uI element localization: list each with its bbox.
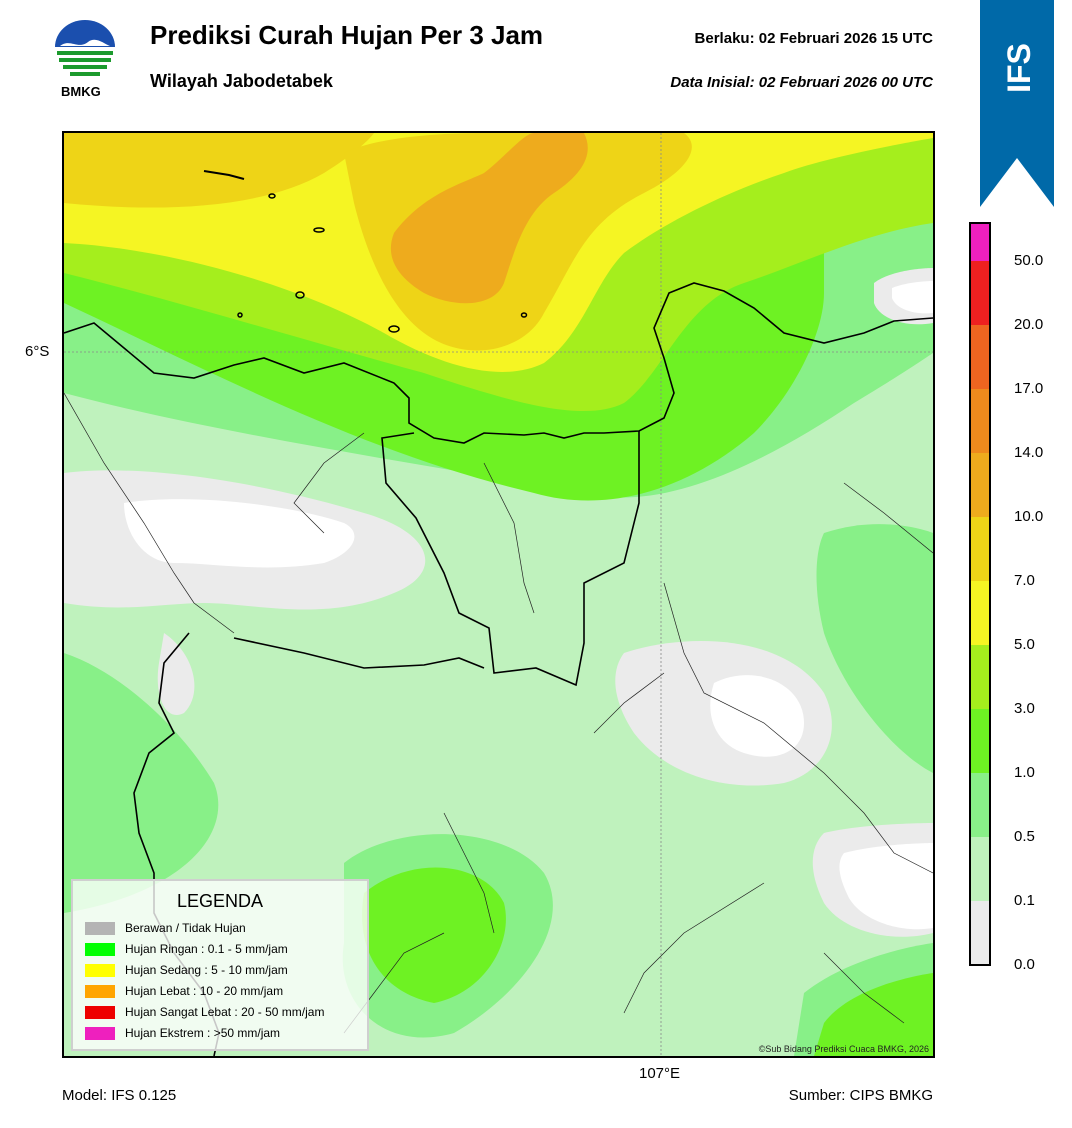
legend-swatch: [85, 1026, 115, 1040]
longitude-label: 107°E: [639, 1065, 681, 1082]
ifs-badge: IFS: [980, 0, 1054, 210]
colorbar-tick-label: 17.0: [1014, 380, 1044, 397]
legend-swatch: [85, 921, 115, 935]
source-label: Sumber: CIPS BMKG: [788, 1087, 933, 1104]
colorbar-tick-label: 0.5: [1014, 828, 1035, 845]
legend-label: Hujan Sedang : 5 - 10 mm/jam: [125, 963, 288, 977]
colorbar-tick-label: 1.0: [1014, 764, 1035, 781]
rainfall-map[interactable]: ©Sub Bidang Prediksi Cuaca BMKG, 2026 LE…: [62, 131, 935, 1058]
colorbar-tick-label: 14.0: [1014, 444, 1044, 461]
latitude-label: 6°S: [25, 343, 50, 360]
colorbar-tick-label: 20.0: [1014, 316, 1044, 333]
valid-time: Berlaku: 02 Februari 2026 15 UTC: [694, 30, 933, 47]
legend-item: Berawan / Tidak Hujan: [85, 919, 246, 937]
model-label: Model: IFS 0.125: [62, 1087, 177, 1104]
legend-title: LEGENDA: [176, 891, 264, 911]
page-subtitle: Wilayah Jabodetabek: [150, 71, 333, 91]
colorbar-tick-label: 10.0: [1014, 508, 1044, 525]
legend-label: Hujan Ringan : 0.1 - 5 mm/jam: [125, 942, 288, 956]
legend-item: Hujan Sedang : 5 - 10 mm/jam: [85, 961, 288, 979]
legend-swatch: [85, 1005, 115, 1019]
legend-swatch: [85, 984, 115, 998]
legend-label: Hujan Lebat : 10 - 20 mm/jam: [125, 984, 284, 998]
colorbar-scale: [969, 222, 995, 966]
legend-item: Hujan Ekstrem : >50 mm/jam: [85, 1024, 280, 1042]
logo-text: BMKG: [61, 84, 101, 99]
map-credit: ©Sub Bidang Prediksi Cuaca BMKG, 2026: [758, 1044, 929, 1054]
page-title: Prediksi Curah Hujan Per 3 Jam: [150, 20, 544, 50]
bmkg-logo-icon: [55, 20, 115, 76]
rainfall-contour-layer: [64, 133, 933, 1056]
legend-item: Hujan Lebat : 10 - 20 mm/jam: [85, 982, 283, 1000]
ifs-badge-label: IFS: [1001, 43, 1037, 93]
colorbar-tick-label: 5.0: [1014, 636, 1035, 653]
legend-label: Hujan Sangat Lebat : 20 - 50 mm/jam: [125, 1005, 325, 1019]
colorbar-tick-label: 50.0: [1014, 252, 1044, 269]
colorbar-tick-label: 0.1: [1014, 892, 1035, 909]
legend-item: Hujan Sangat Lebat : 20 - 50 mm/jam: [85, 1003, 324, 1021]
legend-box: LEGENDA Berawan / Tidak Hujan Hujan Ring…: [71, 879, 369, 1051]
colorbar-tick-label: 0.0: [1014, 956, 1035, 973]
legend-swatch: [85, 942, 115, 956]
initial-time: Data Inisial: 02 Februari 2026 00 UTC: [670, 74, 933, 91]
colorbar-tick-label: 3.0: [1014, 700, 1035, 717]
colorbar-tick-label: 7.0: [1014, 572, 1035, 589]
legend-label: Hujan Ekstrem : >50 mm/jam: [125, 1026, 281, 1040]
legend-item: Hujan Ringan : 0.1 - 5 mm/jam: [85, 940, 288, 958]
legend-swatch: [85, 963, 115, 977]
legend-label: Berawan / Tidak Hujan: [125, 921, 246, 935]
colorbar: [969, 222, 995, 966]
